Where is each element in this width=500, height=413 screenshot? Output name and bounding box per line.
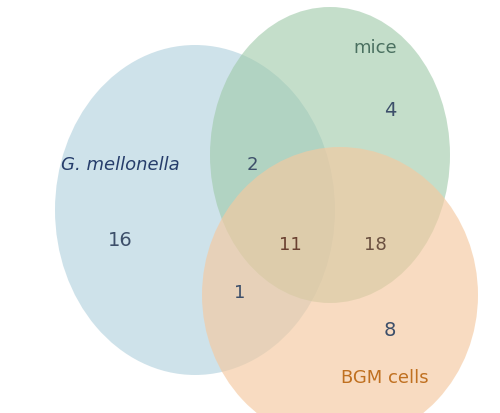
Ellipse shape: [210, 7, 450, 303]
Text: 18: 18: [364, 236, 386, 254]
Text: 2: 2: [246, 156, 258, 174]
Text: 16: 16: [108, 230, 132, 249]
Ellipse shape: [55, 45, 335, 375]
Text: 4: 4: [384, 100, 396, 119]
Ellipse shape: [202, 147, 478, 413]
Text: 11: 11: [278, 236, 301, 254]
Text: G. mellonella: G. mellonella: [60, 156, 180, 174]
Text: BGM cells: BGM cells: [341, 369, 429, 387]
Text: mice: mice: [353, 39, 397, 57]
Text: 1: 1: [234, 284, 246, 302]
Text: 8: 8: [384, 320, 396, 339]
